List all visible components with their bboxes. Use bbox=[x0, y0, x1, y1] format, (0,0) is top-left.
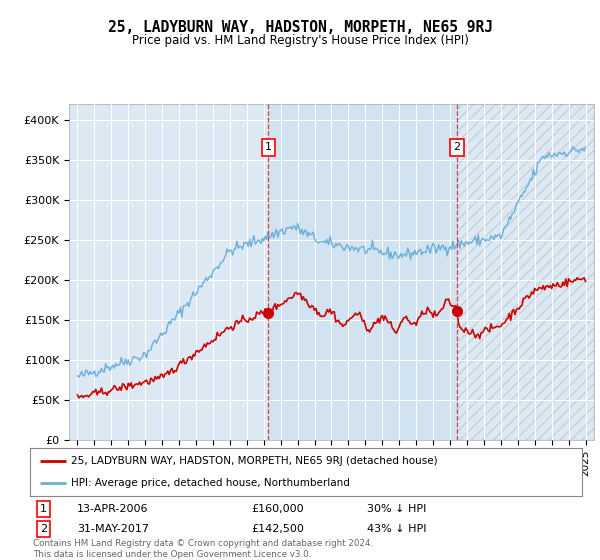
Text: Contains HM Land Registry data © Crown copyright and database right 2024.
This d: Contains HM Land Registry data © Crown c… bbox=[33, 539, 373, 559]
Text: 2: 2 bbox=[40, 524, 47, 534]
Text: 31-MAY-2017: 31-MAY-2017 bbox=[77, 524, 149, 534]
Text: 43% ↓ HPI: 43% ↓ HPI bbox=[367, 524, 426, 534]
Text: 1: 1 bbox=[40, 504, 47, 514]
Text: 13-APR-2006: 13-APR-2006 bbox=[77, 504, 148, 514]
Text: HPI: Average price, detached house, Northumberland: HPI: Average price, detached house, Nort… bbox=[71, 478, 350, 488]
Bar bbox=[457, 104, 594, 440]
Bar bbox=[268, 104, 457, 440]
Text: 1: 1 bbox=[265, 142, 272, 152]
Text: 2: 2 bbox=[454, 142, 461, 152]
Text: 25, LADYBURN WAY, HADSTON, MORPETH, NE65 9RJ: 25, LADYBURN WAY, HADSTON, MORPETH, NE65… bbox=[107, 20, 493, 35]
Text: 30% ↓ HPI: 30% ↓ HPI bbox=[367, 504, 426, 514]
Text: £160,000: £160,000 bbox=[251, 504, 304, 514]
Text: £142,500: £142,500 bbox=[251, 524, 304, 534]
Text: Price paid vs. HM Land Registry's House Price Index (HPI): Price paid vs. HM Land Registry's House … bbox=[131, 34, 469, 46]
Text: 25, LADYBURN WAY, HADSTON, MORPETH, NE65 9RJ (detached house): 25, LADYBURN WAY, HADSTON, MORPETH, NE65… bbox=[71, 456, 438, 466]
